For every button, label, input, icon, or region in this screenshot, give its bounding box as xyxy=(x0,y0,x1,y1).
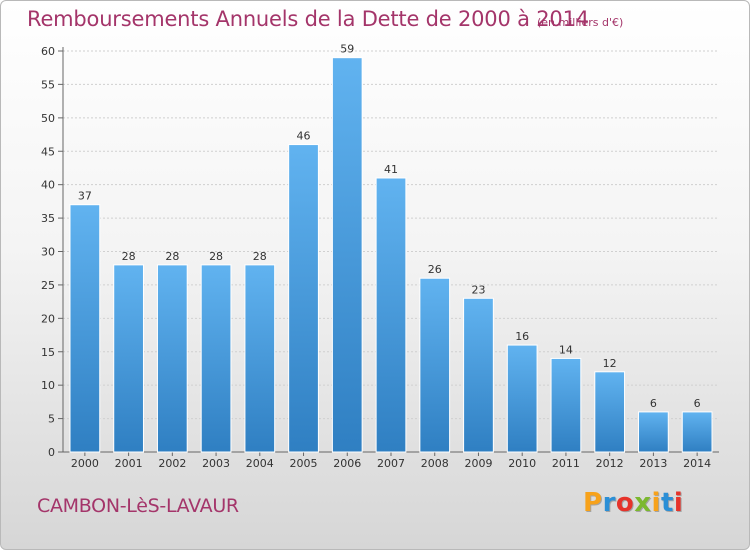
logo-letter: x xyxy=(634,488,652,518)
y-tick-label: 30 xyxy=(41,246,55,259)
y-tick-label: 40 xyxy=(41,179,55,192)
bar xyxy=(463,297,494,453)
x-tick-label: 2003 xyxy=(202,457,230,470)
x-tick-label: 2014 xyxy=(683,457,711,470)
y-tick-label: 50 xyxy=(41,112,55,125)
bar-value-label: 46 xyxy=(297,130,311,143)
bar xyxy=(244,264,276,453)
bar xyxy=(69,204,101,453)
bar xyxy=(156,264,188,453)
logo-letter: t xyxy=(660,488,674,518)
x-tick-label: 2001 xyxy=(115,457,143,470)
bar-value-label: 12 xyxy=(603,357,617,370)
x-tick-label: 2008 xyxy=(421,457,449,470)
bar xyxy=(288,144,319,453)
bar xyxy=(331,57,363,453)
bars xyxy=(69,57,713,453)
logo-letter: P xyxy=(583,488,603,518)
bar xyxy=(594,371,626,453)
x-tick-label: 2012 xyxy=(596,457,624,470)
bar xyxy=(681,411,713,453)
x-tick-label: 2000 xyxy=(71,457,99,470)
bar-value-label: 6 xyxy=(694,397,701,410)
logo-letter: o xyxy=(615,488,635,518)
logo-letter: r xyxy=(602,488,616,518)
bar-value-label: 37 xyxy=(78,190,92,203)
y-tick-label: 45 xyxy=(41,145,55,158)
y-tick-label: 60 xyxy=(41,45,55,58)
bar xyxy=(419,277,451,453)
x-tick-label: 2002 xyxy=(158,457,186,470)
bar xyxy=(375,177,407,453)
bar-value-label: 28 xyxy=(122,250,136,263)
bar-value-label: 28 xyxy=(165,250,179,263)
axes: 0 5 10 15 20 25 30 35 40 45 50 55 60 2000 2001 2002 2003… xyxy=(41,45,719,470)
bar-value-label: 41 xyxy=(384,163,398,176)
x-tick-label: 2013 xyxy=(639,457,667,470)
place-name: CAMBON-LèS-LAVAUR xyxy=(37,495,239,517)
y-tick-label: 20 xyxy=(41,312,55,325)
x-tick-label: 2010 xyxy=(508,457,536,470)
y-tick-label: 15 xyxy=(41,346,55,359)
chart-subtitle: (en milliers d'€) xyxy=(537,16,624,29)
proxiti-logo[interactable]: Proxiti xyxy=(583,488,683,518)
bar-value-label: 6 xyxy=(650,397,657,410)
bar xyxy=(506,344,538,453)
logo-letter: i xyxy=(673,488,684,518)
chart-title: Remboursements Annuels de la Dette de 20… xyxy=(27,7,589,31)
y-tick-label: 0 xyxy=(48,446,55,459)
bar-value-label: 26 xyxy=(428,263,442,276)
bar-value-label: 28 xyxy=(209,250,223,263)
x-tick-label: 2011 xyxy=(552,457,580,470)
y-tick-label: 5 xyxy=(48,413,55,426)
x-tick-label: 2007 xyxy=(377,457,405,470)
bar-value-label: 16 xyxy=(515,330,529,343)
bar xyxy=(113,264,144,453)
bar-value-label: 28 xyxy=(253,250,267,263)
bar-value-label: 23 xyxy=(471,283,485,296)
bar xyxy=(638,411,669,453)
labels: 37 28 28 28 28 46 59 41 26 23 16 14 12 6 6 xyxy=(78,43,701,410)
bar-value-label: 59 xyxy=(340,43,354,56)
logo-letter: i xyxy=(651,488,661,518)
bar xyxy=(200,264,232,453)
y-tick-label: 35 xyxy=(41,212,55,225)
x-tick-label: 2005 xyxy=(290,457,318,470)
y-tick-label: 55 xyxy=(41,78,55,91)
y-tick-label: 25 xyxy=(41,279,55,292)
x-tick-label: 2004 xyxy=(246,457,274,470)
bar-value-label: 14 xyxy=(559,343,573,356)
x-tick-label: 2006 xyxy=(333,457,361,470)
x-tick-label: 2009 xyxy=(464,457,492,470)
bar xyxy=(550,357,582,453)
y-tick-label: 10 xyxy=(41,379,55,392)
